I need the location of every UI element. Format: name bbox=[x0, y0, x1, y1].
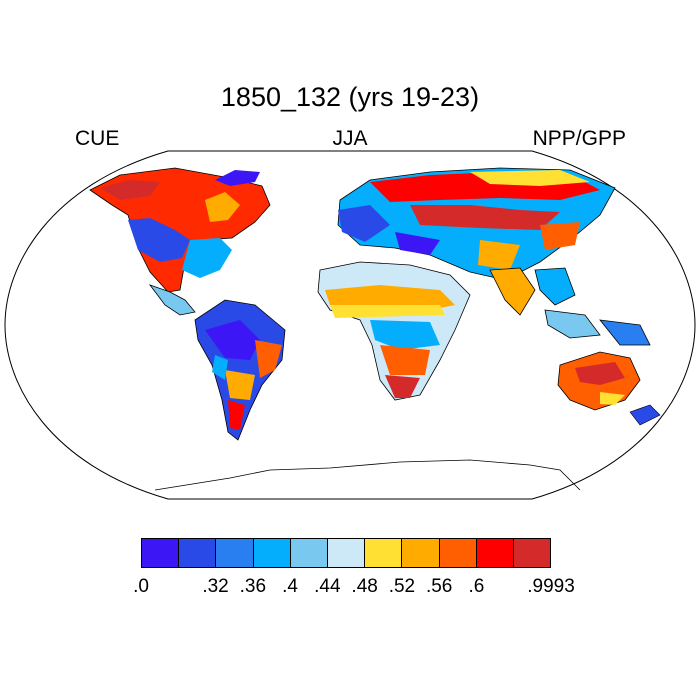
legend-tick-label: .56 bbox=[425, 576, 453, 597]
antarctica-outline bbox=[154, 459, 581, 491]
legend-tick-label: .52 bbox=[388, 576, 416, 597]
legend-swatch bbox=[513, 539, 551, 567]
map-title: 1850_132 (yrs 19-23) bbox=[220, 82, 480, 112]
south-america-region bbox=[194, 299, 286, 441]
legend-swatch bbox=[290, 539, 328, 567]
variable-label: CUE bbox=[75, 127, 120, 150]
legend-swatch bbox=[476, 539, 514, 567]
legend-swatch bbox=[327, 539, 366, 567]
legend-swatch bbox=[402, 539, 440, 567]
legend-swatch bbox=[365, 539, 403, 567]
legend-tick-label: .36 bbox=[239, 576, 267, 597]
legend-swatch bbox=[179, 539, 217, 567]
season-label: JJA bbox=[332, 127, 368, 150]
color-legend bbox=[141, 538, 551, 568]
units-label: NPP/GPP bbox=[532, 127, 626, 150]
legend-tick-label: .9993 bbox=[527, 576, 575, 597]
north-america-region bbox=[89, 167, 271, 316]
eurasia-region bbox=[337, 167, 616, 281]
australia-region bbox=[557, 351, 661, 426]
legend-tick-label: .44 bbox=[314, 576, 341, 597]
south-asia-region bbox=[489, 267, 651, 346]
africa-region bbox=[317, 261, 471, 401]
legend-swatch bbox=[216, 539, 254, 567]
legend-tick-label: .0 bbox=[133, 576, 149, 597]
legend-tick-label: .6 bbox=[468, 576, 485, 597]
legend-tick-label: .32 bbox=[202, 576, 229, 597]
legend-tick-label: .4 bbox=[282, 576, 299, 597]
legend-swatch bbox=[142, 539, 180, 567]
legend-swatch bbox=[253, 539, 291, 567]
legend-tick-label: .48 bbox=[351, 576, 378, 597]
legend-swatch bbox=[439, 539, 477, 567]
